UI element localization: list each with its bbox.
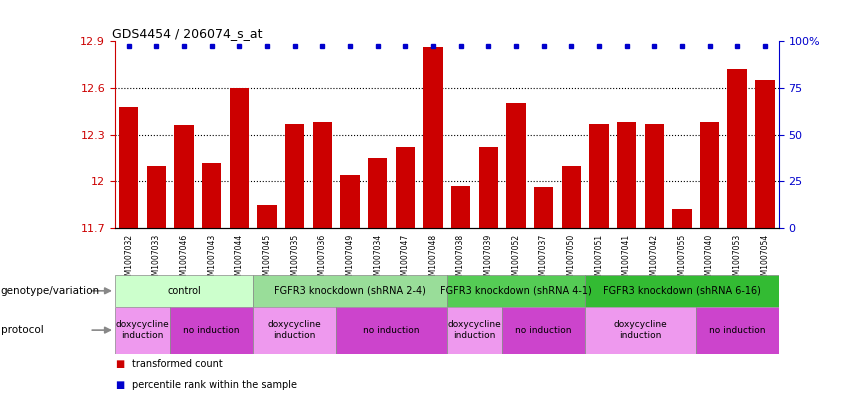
Text: doxycycline
induction: doxycycline induction (116, 320, 169, 340)
Bar (146, 166, 166, 228)
Text: ■: ■ (115, 358, 124, 369)
Bar (447, 307, 502, 354)
Bar (644, 124, 664, 228)
Bar (119, 107, 139, 228)
Bar (696, 307, 779, 354)
Bar (562, 166, 581, 228)
Bar (502, 307, 585, 354)
Text: ■: ■ (115, 380, 124, 390)
Bar (585, 275, 779, 307)
Text: FGFR3 knockdown (shRNA 4-1): FGFR3 knockdown (shRNA 4-1) (440, 286, 591, 296)
Bar (340, 175, 360, 228)
Bar (336, 307, 447, 354)
Text: doxycycline
induction: doxycycline induction (268, 320, 322, 340)
Bar (423, 48, 443, 228)
Text: genotype/variation: genotype/variation (1, 286, 100, 296)
Text: FGFR3 knockdown (shRNA 6-16): FGFR3 knockdown (shRNA 6-16) (603, 286, 761, 296)
Bar (672, 209, 692, 228)
Bar (285, 124, 305, 228)
Bar (230, 88, 249, 228)
Text: no induction: no induction (363, 326, 420, 334)
Bar (115, 275, 254, 307)
Bar (534, 187, 553, 228)
Text: no induction: no induction (709, 326, 765, 334)
Text: transformed count: transformed count (132, 358, 223, 369)
Text: GDS4454 / 206074_s_at: GDS4454 / 206074_s_at (111, 27, 262, 40)
Text: percentile rank within the sample: percentile rank within the sample (132, 380, 297, 390)
Bar (451, 186, 471, 228)
Text: doxycycline
induction: doxycycline induction (448, 320, 501, 340)
Text: protocol: protocol (1, 325, 43, 335)
Text: doxycycline
induction: doxycycline induction (614, 320, 667, 340)
Bar (585, 307, 696, 354)
Bar (257, 205, 277, 228)
Bar (312, 122, 332, 228)
Bar (368, 158, 387, 228)
Bar (506, 103, 526, 228)
Bar (254, 307, 336, 354)
Text: control: control (167, 286, 201, 296)
Bar (170, 307, 254, 354)
Text: FGFR3 knockdown (shRNA 2-4): FGFR3 knockdown (shRNA 2-4) (274, 286, 426, 296)
Bar (202, 163, 221, 228)
Text: no induction: no induction (184, 326, 240, 334)
Bar (396, 147, 415, 228)
Bar (700, 122, 719, 228)
Bar (174, 125, 194, 228)
Bar (617, 122, 637, 228)
Bar (254, 275, 447, 307)
Bar (755, 80, 774, 228)
Bar (115, 307, 170, 354)
Bar (589, 124, 608, 228)
Bar (447, 275, 585, 307)
Text: no induction: no induction (516, 326, 572, 334)
Bar (478, 147, 498, 228)
Bar (728, 69, 747, 228)
